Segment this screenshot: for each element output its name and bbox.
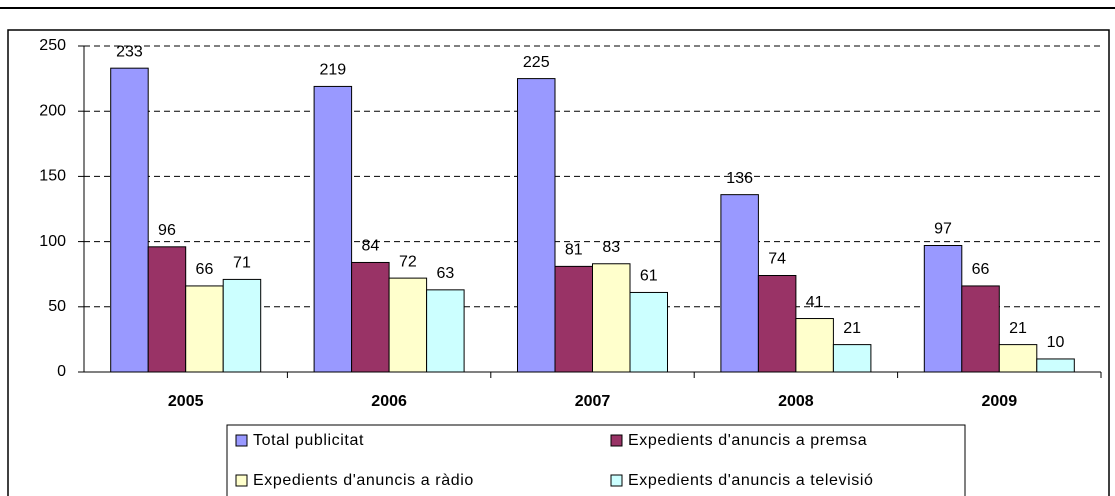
x-tick-label: 2009 <box>982 393 1018 410</box>
y-tick-label: 0 <box>57 363 66 380</box>
data-label: 63 <box>436 265 454 282</box>
legend-swatch <box>235 474 248 487</box>
bar <box>832 344 872 373</box>
legend-box <box>226 424 966 496</box>
data-label: 96 <box>158 222 176 239</box>
data-label: 83 <box>602 239 620 256</box>
bar <box>426 289 465 373</box>
data-label: 74 <box>768 251 786 268</box>
bar <box>388 277 428 373</box>
bar <box>923 245 963 373</box>
legend-swatch <box>610 434 623 447</box>
x-tick-label: 2006 <box>371 393 407 410</box>
bar <box>313 85 353 373</box>
y-tick-label: 50 <box>48 298 66 315</box>
x-tick-label: 2008 <box>778 393 814 410</box>
bar <box>351 261 390 373</box>
bar <box>1036 358 1075 373</box>
data-label: 97 <box>934 221 952 238</box>
data-label: 136 <box>726 170 753 187</box>
bar <box>998 344 1038 373</box>
bar <box>757 275 797 373</box>
bar <box>592 263 631 373</box>
bar <box>222 278 262 373</box>
bar <box>185 285 224 373</box>
data-label: 71 <box>233 255 251 272</box>
legend-label: Expedients d'anuncis a premsa <box>628 432 867 449</box>
data-label: 233 <box>116 43 143 60</box>
data-label: 66 <box>972 261 990 278</box>
bar <box>961 285 1000 373</box>
legend-swatch <box>610 474 623 487</box>
bar <box>629 291 668 373</box>
data-label: 66 <box>196 261 214 278</box>
data-label: 21 <box>843 320 861 337</box>
legend-label: Total publicitat <box>253 432 364 449</box>
y-tick-label: 150 <box>39 168 66 185</box>
y-tick-label: 200 <box>39 102 66 119</box>
x-tick-label: 2005 <box>168 393 204 410</box>
data-label: 81 <box>565 242 583 259</box>
bar <box>110 67 149 373</box>
data-label: 219 <box>319 62 346 79</box>
data-label: 84 <box>361 238 379 255</box>
data-label: 225 <box>523 54 550 71</box>
data-label: 61 <box>640 268 658 285</box>
legend-label: Expedients d'anuncis a ràdio <box>253 472 474 489</box>
y-tick-label: 100 <box>39 233 66 250</box>
bar <box>720 194 759 373</box>
data-label: 10 <box>1047 334 1065 351</box>
x-tick-label: 2007 <box>575 393 611 410</box>
legend-label: Expedients d'anuncis a televisió <box>628 472 874 489</box>
data-label: 72 <box>399 253 417 270</box>
legend-swatch <box>235 434 248 447</box>
bar <box>147 246 187 373</box>
bar <box>517 78 556 373</box>
data-label: 41 <box>806 294 824 311</box>
chart-frame <box>7 29 1110 496</box>
bar <box>554 265 593 373</box>
data-label: 21 <box>1009 320 1027 337</box>
bar <box>795 318 834 373</box>
y-tick-label: 250 <box>39 37 66 54</box>
